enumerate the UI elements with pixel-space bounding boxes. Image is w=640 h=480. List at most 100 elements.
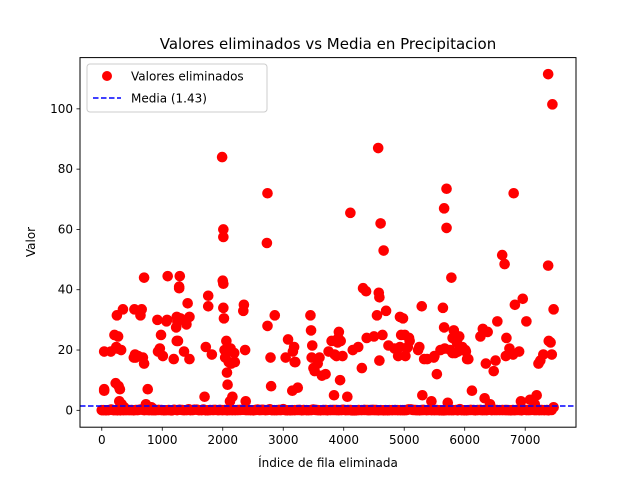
data-point [492, 316, 503, 327]
x-tick-label: 2000 [207, 433, 238, 447]
y-tick-label: 80 [58, 162, 73, 176]
data-point [306, 340, 318, 351]
data-point [112, 331, 124, 342]
legend-label-removed-values: Valores eliminados [131, 70, 244, 84]
x-tick-label: 5000 [389, 433, 420, 447]
data-point [305, 325, 317, 336]
data-point [496, 249, 508, 261]
data-point [548, 402, 559, 413]
data-point [138, 272, 150, 283]
data-point [152, 314, 163, 326]
data-point [515, 395, 527, 407]
data-point [441, 222, 452, 234]
plot-frame [79, 57, 577, 428]
data-point [335, 335, 347, 347]
x-tick-label: 7000 [510, 433, 541, 447]
y-tick-label: 0 [65, 403, 73, 417]
data-point [282, 334, 294, 345]
data-point [441, 183, 452, 195]
data-point [157, 350, 169, 362]
data-point [184, 311, 195, 323]
data-point [546, 349, 558, 360]
chart-title: Valores eliminados vs Media en Precipita… [160, 35, 497, 53]
data-point [499, 258, 510, 270]
data-point [161, 314, 173, 326]
data-point [222, 379, 233, 390]
data-point [529, 398, 541, 410]
data-point [288, 341, 300, 353]
data-point [404, 335, 415, 347]
data-point [501, 332, 512, 344]
data-point [417, 389, 428, 401]
data-point [337, 350, 348, 362]
data-point [463, 353, 474, 365]
data-point [178, 346, 190, 357]
data-point [482, 326, 493, 338]
data-point [431, 368, 443, 380]
data-point [218, 224, 229, 235]
data-point [265, 380, 277, 392]
data-point [221, 367, 233, 378]
data-point [508, 187, 519, 199]
data-point [490, 355, 501, 366]
data-point [115, 344, 127, 356]
data-point [305, 310, 316, 321]
data-point [392, 350, 404, 362]
data-point [228, 347, 240, 359]
data-point [239, 344, 251, 356]
data-point [542, 260, 554, 271]
data-point [292, 382, 304, 394]
data-point [466, 385, 478, 397]
data-point [545, 337, 556, 348]
data-point [484, 398, 496, 410]
data-point [182, 297, 193, 309]
data-point [342, 391, 353, 403]
data-points [80, 68, 576, 416]
data-point [437, 302, 449, 314]
data-point [114, 383, 126, 395]
data-point [374, 355, 385, 366]
data-point [438, 322, 450, 333]
data-point [375, 218, 386, 229]
data-point [155, 329, 167, 341]
data-point [227, 391, 238, 403]
data-point [360, 285, 372, 297]
x-tick-label: 1000 [147, 433, 178, 447]
data-point [172, 335, 184, 347]
data-point [374, 291, 385, 303]
data-point [136, 304, 147, 315]
data-point [377, 329, 388, 341]
data-point [352, 341, 364, 353]
data-point [356, 362, 368, 374]
data-point [538, 349, 549, 360]
data-point [397, 313, 409, 324]
data-point [548, 304, 559, 315]
data-point [217, 275, 229, 286]
data-point [378, 245, 389, 256]
data-point [513, 346, 525, 357]
legend-box [86, 63, 268, 113]
data-point [173, 282, 185, 294]
x-tick-label: 0 [98, 433, 106, 447]
legend-label-mean: Media (1.43) [131, 92, 207, 106]
data-point [142, 383, 154, 395]
y-tick-label: 60 [58, 222, 73, 236]
data-point [542, 68, 554, 80]
data-point [206, 349, 218, 360]
legend-marker-red-dot-icon [102, 71, 112, 81]
data-point [261, 237, 273, 249]
data-point [262, 320, 273, 332]
data-point [314, 352, 325, 363]
data-point [320, 368, 331, 380]
data-point [547, 99, 558, 110]
x-axis-label: Índice de fila eliminada [258, 455, 398, 470]
data-point [521, 316, 532, 327]
data-point [509, 299, 521, 311]
data-point [269, 310, 281, 321]
data-point [517, 293, 529, 305]
data-point [328, 389, 340, 401]
data-point [202, 290, 214, 302]
x-tick-label: 3000 [268, 433, 299, 447]
data-point [438, 203, 450, 214]
